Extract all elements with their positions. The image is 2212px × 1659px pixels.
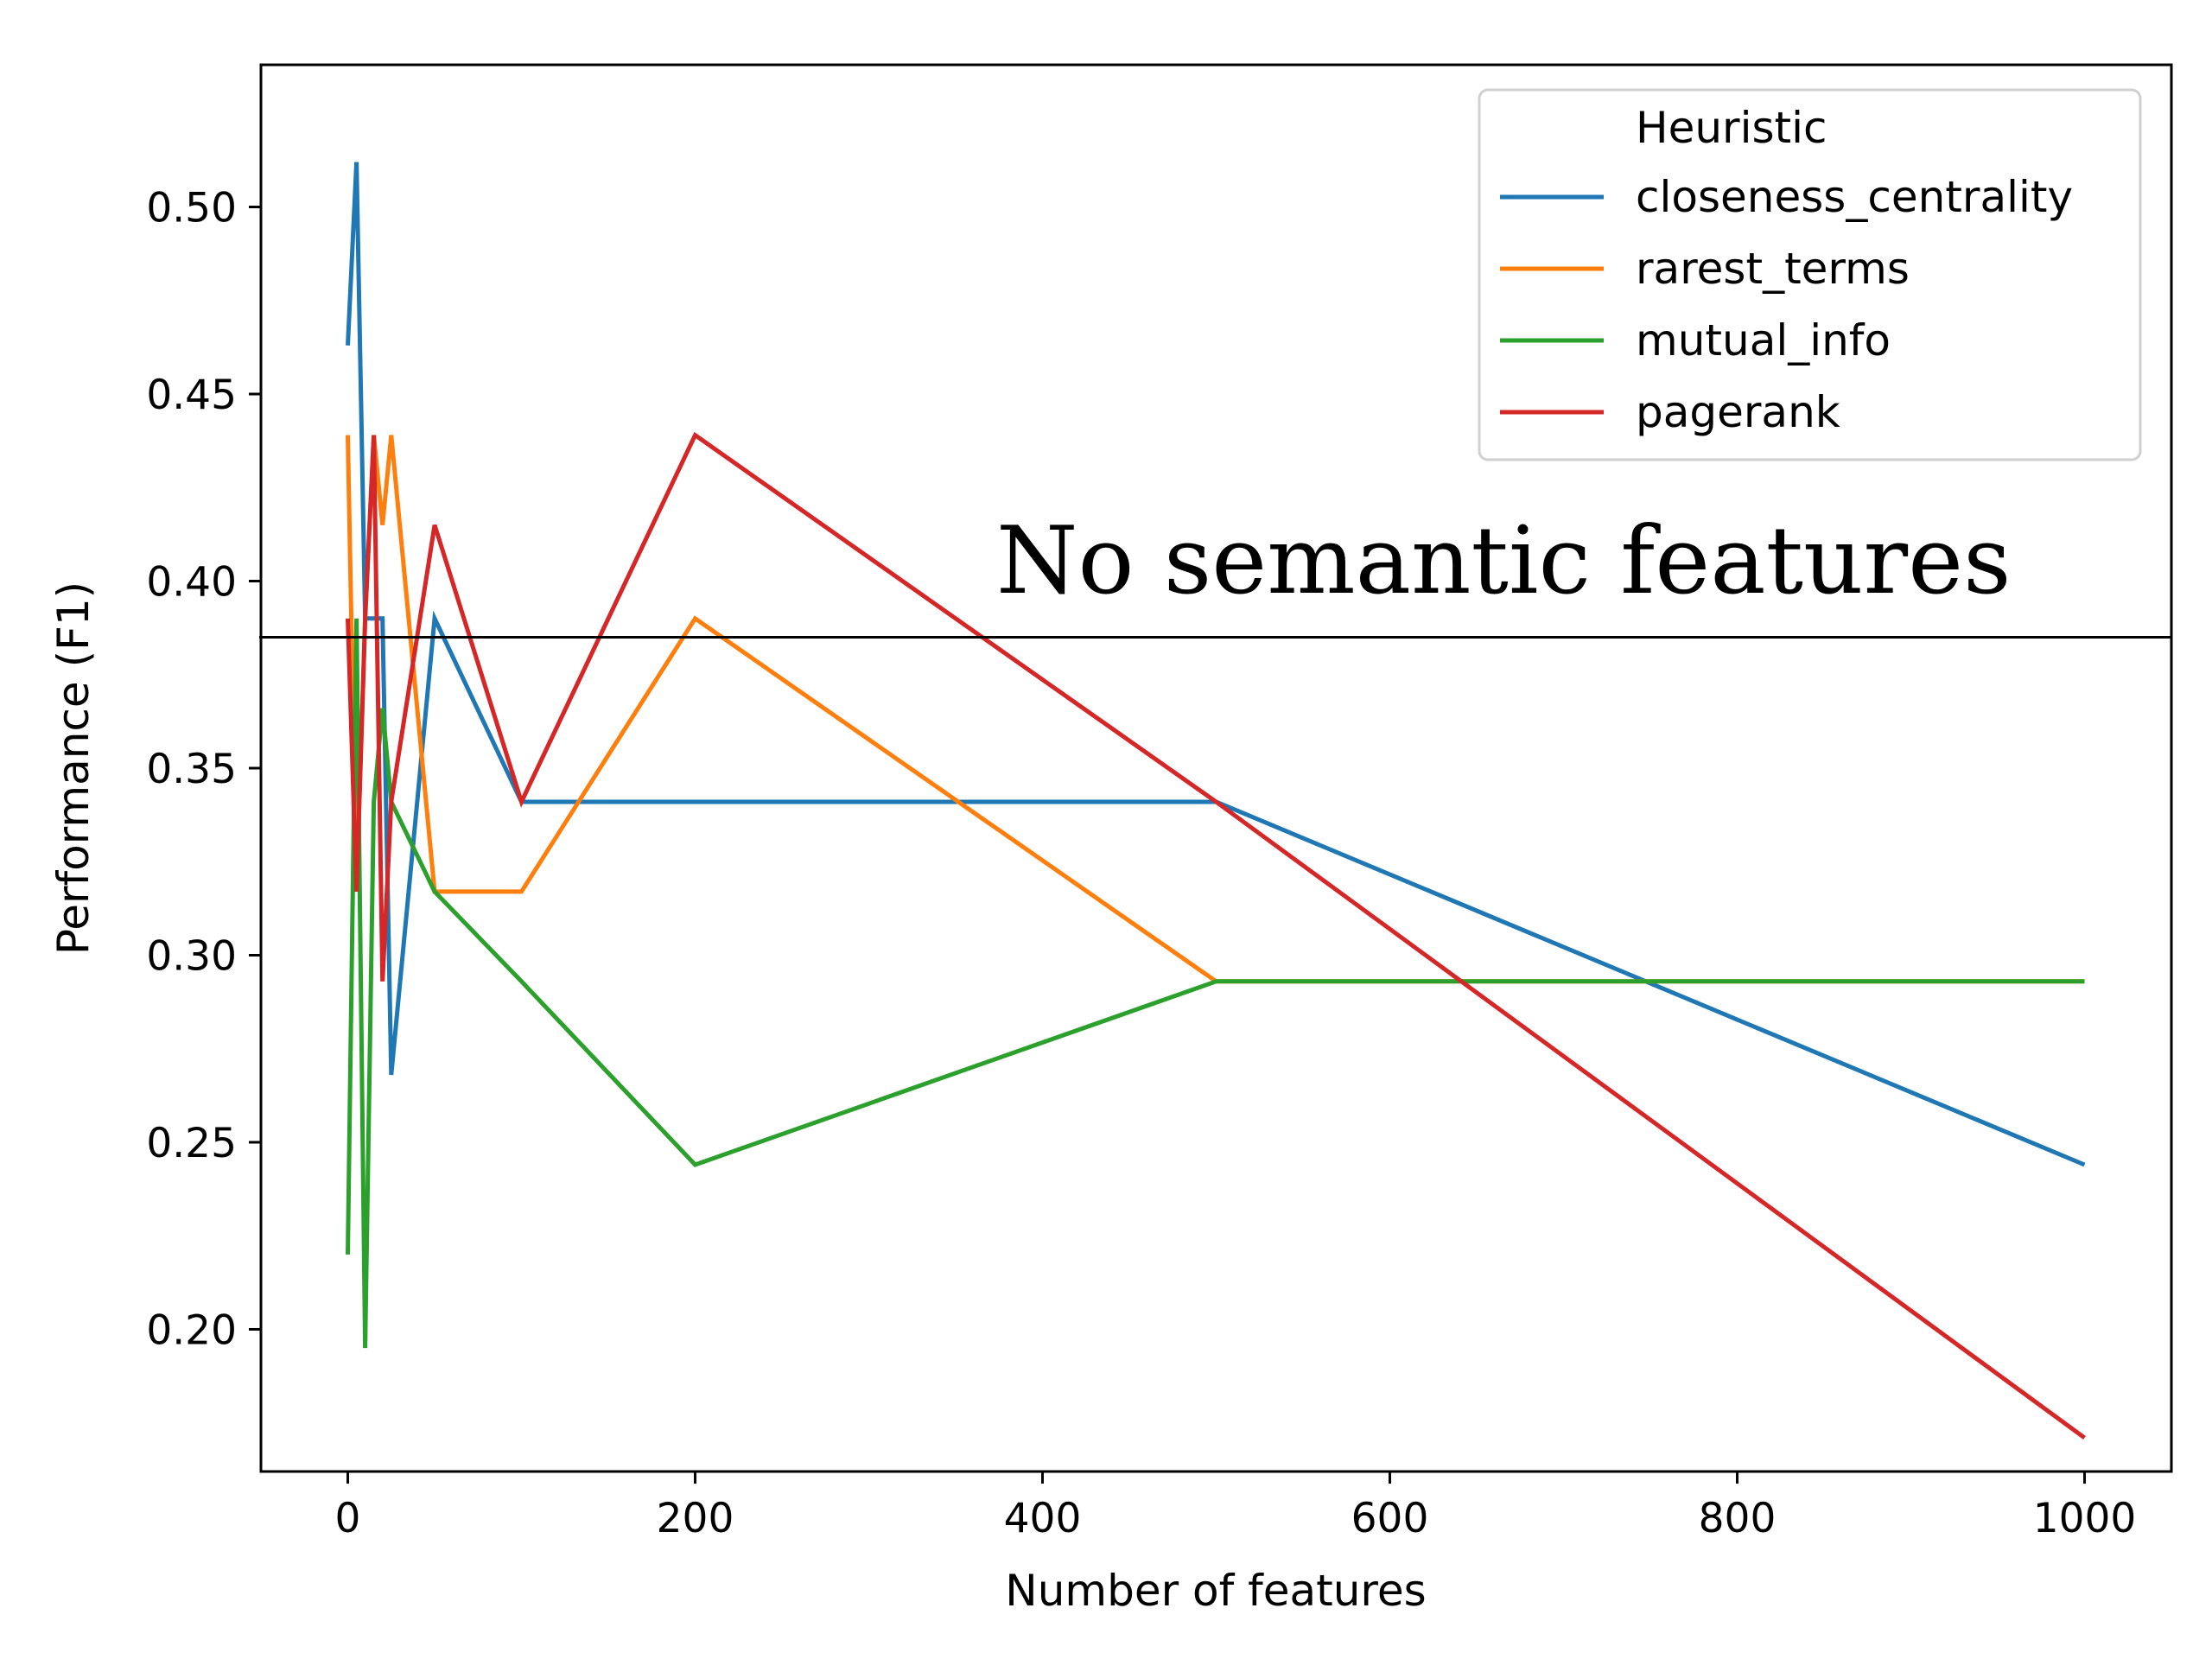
y-tick-label: 0.45 — [146, 372, 237, 419]
y-tick-label: 0.35 — [146, 746, 237, 793]
series-layer — [346, 162, 2086, 1440]
reference-line-label: No semantic features — [996, 507, 2012, 615]
y-axis: 0.20 0.25 0.30 0.35 0.40 0.45 0.50 — [146, 185, 261, 1354]
legend-label-pagerank: pagerank — [1636, 387, 1840, 437]
x-tick-label: 400 — [1004, 1495, 1082, 1542]
y-tick-label: 0.20 — [146, 1306, 237, 1354]
legend-label-mutual-info: mutual_info — [1636, 315, 1891, 365]
series-line-pagerank — [346, 431, 2086, 1440]
legend-label-rarest-terms: rarest_terms — [1636, 244, 1910, 294]
x-tick-label: 1000 — [2033, 1495, 2137, 1542]
x-tick-label: 200 — [657, 1495, 734, 1542]
x-tick-label: 600 — [1351, 1495, 1429, 1542]
series-line-closeness-centrality — [346, 162, 2086, 1167]
x-axis-label: Number of features — [1005, 1566, 1426, 1616]
x-tick-label: 0 — [335, 1495, 361, 1542]
legend-box — [1478, 88, 2142, 461]
y-tick-label: 0.25 — [146, 1120, 237, 1167]
legend-entries: closeness_centrality rarest_terms mutual_i… — [1500, 172, 2073, 437]
x-axis: 0 200 400 600 800 1000 — [335, 1471, 2137, 1542]
x-tick-label: 800 — [1699, 1495, 1777, 1542]
legend-title: Heuristic — [1636, 103, 1827, 153]
legend-label-closeness-centrality: closeness_centrality — [1636, 172, 2073, 222]
y-tick-label: 0.50 — [146, 185, 237, 232]
legend: Heuristic closeness_centrality rarest_ter… — [1478, 88, 2142, 461]
y-axis-label: Performance (F1) — [48, 582, 99, 955]
y-tick-label: 0.30 — [146, 932, 237, 980]
y-tick-label: 0.40 — [146, 559, 237, 607]
